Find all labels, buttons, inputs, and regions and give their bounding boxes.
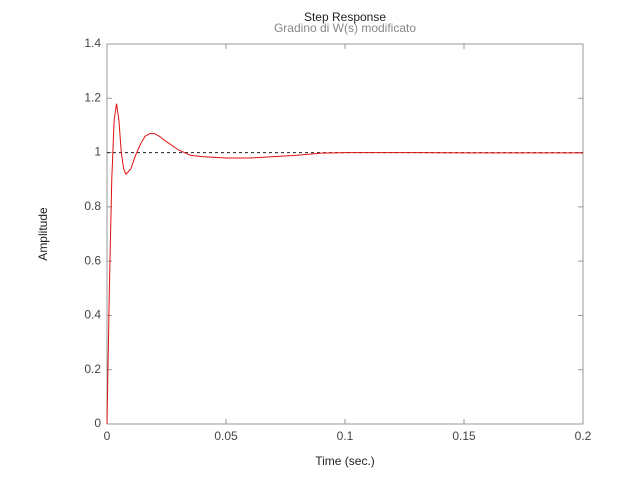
y-tick-label: 1 [94,145,101,159]
y-tick-label: 0.2 [84,362,101,376]
x-tick-label: 0.2 [575,429,592,443]
y-tick-label: 0 [94,416,101,430]
y-tick-label: 1.2 [84,90,101,104]
y-tick-label: 0.8 [84,199,101,213]
y-tick-label: 0.6 [84,253,101,267]
chart-title: Step Response [304,10,386,24]
x-tick-label: 0 [104,429,111,443]
y-tick-label: 1.4 [84,36,101,50]
x-tick-label: 0.1 [337,429,354,443]
x-tick-label: 0.05 [214,429,238,443]
y-tick-label: 0.4 [84,308,101,322]
plot-area [106,43,584,425]
response-line [106,103,583,425]
y-axis-label: Amplitude [36,207,50,261]
x-axis-label: Time (sec.) [315,454,375,468]
chart-subtitle: Gradino di W(s) modificato [274,21,416,35]
x-tick-label: 0.15 [452,429,476,443]
